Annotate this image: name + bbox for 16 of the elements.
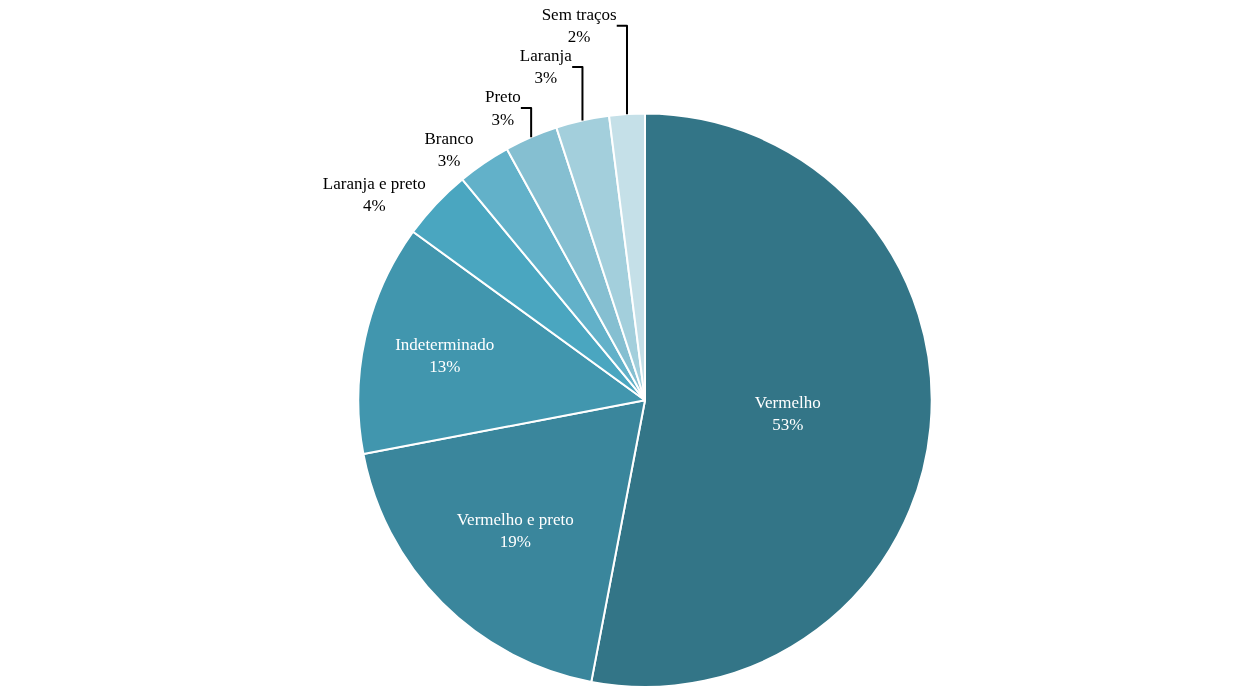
slice-label: Vermelho <box>754 393 821 413</box>
slice-label: Vermelho e preto <box>456 509 574 529</box>
data-label: 3% <box>491 109 515 129</box>
data-label: 19% <box>499 531 531 551</box>
slice-label: Branco <box>424 128 474 148</box>
data-label: 3% <box>534 68 558 88</box>
data-label: 4% <box>362 195 386 215</box>
data-label: 2% <box>567 27 591 47</box>
slice-label: Laranja <box>519 46 573 66</box>
data-label: 3% <box>437 150 461 170</box>
slice-label: Laranja e preto <box>322 173 426 193</box>
slice-label: Sem traços <box>541 5 617 25</box>
data-label: 13% <box>429 357 461 377</box>
data-label: 53% <box>772 415 804 435</box>
slice-label: Indeterminado <box>395 334 495 354</box>
slice-label: Preto <box>484 87 521 107</box>
